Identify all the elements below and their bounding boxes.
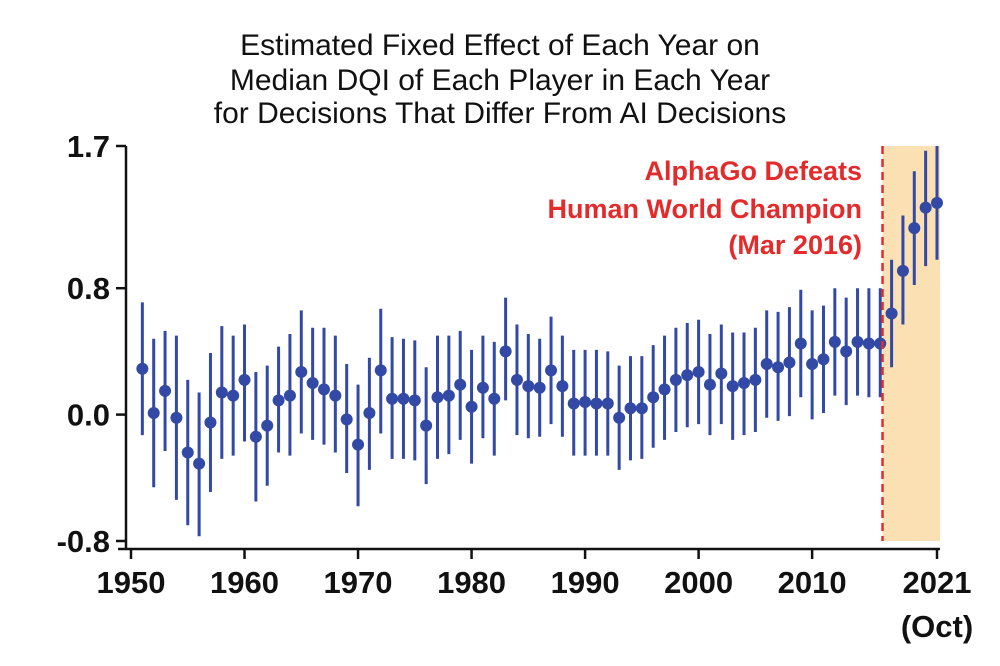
data-point bbox=[204, 416, 217, 429]
y-tick-label: 1.7 bbox=[67, 129, 110, 164]
data-point bbox=[522, 380, 535, 393]
data-point bbox=[352, 438, 365, 451]
annotation-line-3: (Mar 2016) bbox=[728, 230, 862, 260]
data-point bbox=[329, 389, 342, 402]
data-point bbox=[567, 397, 580, 410]
data-point bbox=[170, 411, 183, 424]
x-tick-label: 2000 bbox=[664, 565, 733, 600]
data-point bbox=[613, 411, 626, 424]
data-point bbox=[851, 335, 864, 348]
data-point bbox=[159, 384, 172, 397]
data-point bbox=[896, 264, 909, 277]
data-point bbox=[488, 392, 501, 405]
chart-title-line-1: Estimated Fixed Effect of Each Year on bbox=[240, 29, 760, 62]
x-tick-label: 1950 bbox=[97, 565, 166, 600]
data-point bbox=[556, 380, 569, 393]
data-point bbox=[772, 361, 785, 374]
data-point bbox=[147, 407, 160, 420]
x-tick-label: 2010 bbox=[778, 565, 847, 600]
data-point bbox=[136, 362, 149, 375]
y-tick-label: 0.8 bbox=[67, 271, 110, 306]
data-point bbox=[272, 394, 285, 407]
data-point bbox=[227, 389, 240, 402]
data-point bbox=[215, 386, 228, 399]
data-point bbox=[476, 381, 489, 394]
data-point bbox=[545, 364, 558, 377]
data-point bbox=[647, 391, 660, 404]
data-point bbox=[692, 365, 705, 378]
data-point bbox=[715, 367, 728, 380]
data-point bbox=[590, 397, 603, 410]
data-point bbox=[760, 358, 773, 371]
data-point bbox=[579, 395, 592, 408]
data-point bbox=[261, 419, 274, 432]
data-point bbox=[317, 383, 330, 396]
data-point bbox=[533, 381, 546, 394]
data-point bbox=[817, 353, 830, 366]
data-point bbox=[794, 337, 807, 350]
data-point bbox=[374, 364, 387, 377]
x-tick-label: 1980 bbox=[437, 565, 506, 600]
y-tick-label: 0.0 bbox=[67, 398, 110, 433]
data-point bbox=[681, 369, 694, 382]
data-point bbox=[454, 378, 467, 391]
x-tick-label: 1960 bbox=[210, 565, 279, 600]
data-point bbox=[840, 345, 853, 358]
data-point bbox=[862, 337, 875, 350]
chart-title-line-3: for Decisions That Differ From AI Decisi… bbox=[214, 97, 786, 130]
data-point bbox=[397, 392, 410, 405]
data-point bbox=[499, 345, 512, 358]
data-point bbox=[749, 373, 762, 386]
data-point bbox=[408, 394, 421, 407]
data-point bbox=[306, 377, 319, 389]
chart-title-line-2: Median DQI of Each Player in Each Year bbox=[230, 64, 770, 97]
axes-group: -0.8 0.0 0.8 1.7 1950 1960 1970 1980 1990 2000 201… bbox=[57, 129, 972, 600]
data-point bbox=[726, 380, 739, 393]
data-point bbox=[420, 419, 433, 432]
annotation-line-1: AlphaGo Defeats bbox=[644, 156, 862, 186]
data-point bbox=[624, 402, 637, 415]
data-point bbox=[340, 413, 353, 426]
data-point bbox=[738, 377, 751, 389]
data-point bbox=[931, 196, 943, 209]
data-point bbox=[283, 389, 296, 402]
data-points-group bbox=[136, 146, 943, 537]
data-point bbox=[908, 222, 921, 235]
data-point bbox=[386, 392, 399, 405]
annotation-line-2: Human World Champion bbox=[548, 194, 863, 224]
x-tick-sublabel: (Oct) bbox=[901, 609, 973, 644]
data-point bbox=[828, 335, 841, 348]
data-point bbox=[181, 446, 194, 459]
data-point bbox=[295, 365, 308, 378]
data-point bbox=[669, 373, 682, 386]
data-point bbox=[238, 373, 251, 386]
data-point bbox=[635, 402, 648, 415]
x-tick-label: 1970 bbox=[324, 565, 393, 600]
data-point bbox=[249, 430, 262, 443]
data-point bbox=[193, 457, 206, 470]
x-tick-label: 2021 bbox=[903, 565, 972, 600]
y-tick-label: -0.8 bbox=[57, 524, 110, 559]
data-point bbox=[431, 391, 444, 404]
data-point bbox=[885, 307, 898, 320]
data-point bbox=[465, 400, 478, 413]
x-tick-label: 1990 bbox=[551, 565, 620, 600]
data-point bbox=[874, 337, 887, 350]
data-point bbox=[601, 397, 614, 410]
data-point bbox=[783, 356, 796, 369]
data-point bbox=[363, 407, 376, 420]
data-point bbox=[806, 358, 819, 371]
data-point bbox=[658, 383, 671, 396]
data-point bbox=[442, 389, 455, 402]
data-point bbox=[919, 201, 932, 214]
data-point bbox=[510, 373, 523, 386]
data-point bbox=[703, 378, 716, 391]
